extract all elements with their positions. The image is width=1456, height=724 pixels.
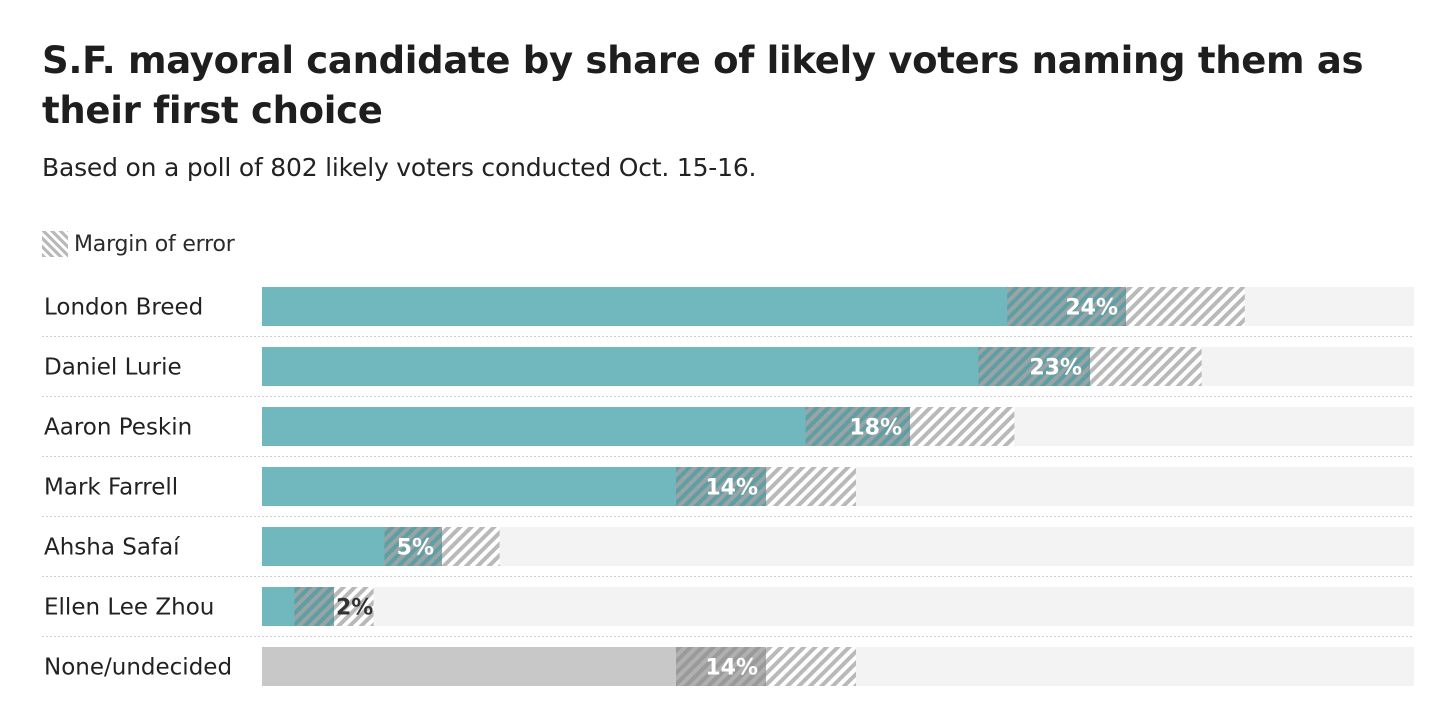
row-label-london-breed: London Breed (44, 295, 203, 321)
bar-row-daniel-lurie: Daniel Lurie 23% (42, 347, 1414, 397)
moe-upper-mark-farrell (766, 467, 856, 506)
value-label-mark-farrell: 14% (705, 476, 758, 501)
bar-row-none-undecided: None/undecided 14% (44, 647, 1414, 686)
value-label-ahsha-safai: 5% (397, 536, 434, 561)
bar-row-ellen-lee-zhou: Ellen Lee Zhou 2% (42, 587, 1414, 637)
moe-upper-ahsha-safai (442, 527, 500, 566)
moe-upper-aaron-peskin (910, 407, 1014, 446)
moe-upper-daniel-lurie (1090, 347, 1202, 386)
row-label-ellen-lee-zhou: Ellen Lee Zhou (44, 595, 214, 621)
moe-upper-none-undecided (766, 647, 856, 686)
value-label-aaron-peskin: 18% (849, 416, 902, 441)
bar-london-breed (262, 287, 1126, 326)
value-label-none-undecided: 14% (705, 656, 758, 681)
bar-row-aaron-peskin: Aaron Peskin 18% (42, 407, 1414, 457)
bar-chart: London Breed 24% Daniel Lurie 23% Aaron Pesk… (0, 0, 1456, 724)
bar-daniel-lurie (262, 347, 1090, 386)
row-label-mark-farrell: Mark Farrell (44, 475, 178, 501)
row-label-none-undecided: None/undecided (44, 655, 232, 681)
value-label-daniel-lurie: 23% (1029, 356, 1082, 381)
bar-track-ellen-lee-zhou (262, 587, 1414, 626)
bar-row-mark-farrell: Mark Farrell 14% (42, 467, 1414, 517)
moe-upper-london-breed (1126, 287, 1245, 326)
moe-lower-ellen-lee-zhou (294, 587, 334, 626)
row-label-aaron-peskin: Aaron Peskin (44, 415, 192, 441)
row-label-ahsha-safai: Ahsha Safaí (44, 535, 180, 561)
bar-row-london-breed: London Breed 24% (42, 287, 1414, 337)
bar-row-ahsha-safai: Ahsha Safaí 5% (42, 527, 1414, 577)
value-label-ellen-lee-zhou: 2% (336, 596, 373, 621)
row-label-daniel-lurie: Daniel Lurie (44, 355, 182, 381)
value-label-london-breed: 24% (1065, 296, 1118, 321)
